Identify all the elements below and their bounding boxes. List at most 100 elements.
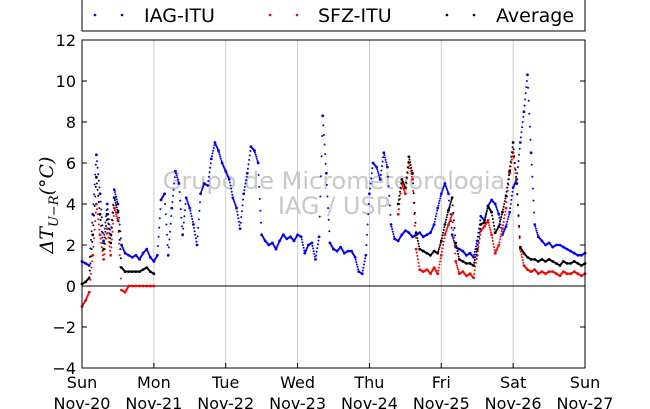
sample-point [445, 185, 448, 188]
sample-point [496, 209, 499, 212]
sample-point [258, 185, 261, 188]
sample-point [512, 148, 515, 151]
data-point [299, 235, 303, 239]
sample-point [105, 237, 107, 240]
x-tick-label-day: Thu [353, 373, 384, 392]
sample-point [103, 242, 106, 245]
sample-point [455, 264, 458, 267]
sample-point [321, 135, 324, 137]
data-point [353, 255, 357, 259]
sample-point [106, 218, 109, 220]
sample-point [324, 162, 327, 165]
data-point [497, 212, 501, 216]
sample-point [385, 163, 388, 166]
sample-point [119, 277, 122, 280]
data-point [95, 153, 98, 157]
sample-point [441, 247, 444, 250]
sample-point [478, 235, 480, 238]
x-tick-label-day: Sat [500, 373, 526, 392]
data-point [364, 253, 368, 257]
sample-point [173, 176, 176, 179]
sample-point [302, 246, 305, 249]
data-point [493, 202, 497, 206]
sample-point [390, 225, 393, 228]
sample-point [507, 216, 510, 218]
sample-point [219, 155, 222, 158]
sample-point [246, 167, 249, 170]
sample-point [166, 244, 169, 246]
sample-point [500, 233, 503, 236]
sample-point [452, 211, 455, 214]
sample-point [362, 266, 365, 269]
sample-point [514, 168, 517, 171]
sample-point [455, 244, 458, 247]
data-point [163, 192, 167, 196]
sample-point [89, 262, 92, 265]
sample-point [532, 199, 535, 202]
sample-point [99, 200, 102, 203]
sample-point [114, 193, 117, 196]
sample-point [110, 238, 113, 241]
sample-point [528, 125, 531, 128]
sample-point [182, 227, 185, 230]
sample-point [91, 221, 94, 224]
sample-point [219, 157, 222, 160]
sample-point [518, 224, 521, 227]
sample-point [96, 188, 99, 191]
sample-point [444, 184, 447, 187]
sample-point [236, 213, 239, 216]
sample-point [527, 99, 530, 102]
sample-point [445, 218, 448, 221]
data-point [504, 225, 508, 228]
sample-point [442, 244, 445, 246]
sample-point [500, 213, 503, 216]
data-point [231, 196, 235, 200]
sample-point [416, 258, 419, 261]
sample-point [198, 209, 201, 212]
sample-point [502, 205, 505, 208]
sample-point [510, 198, 513, 201]
sample-point [417, 242, 420, 245]
sample-point [518, 237, 521, 240]
y-axis-label-unit: (°C) [36, 157, 58, 196]
sample-point [473, 253, 476, 256]
sample-point [229, 184, 232, 187]
sample-point [313, 252, 316, 255]
sample-point [473, 269, 476, 272]
sample-point [184, 209, 186, 212]
sample-point [100, 208, 103, 211]
sample-point [417, 261, 420, 264]
sample-point [479, 227, 482, 230]
sample-point [393, 235, 395, 238]
sample-point [209, 162, 212, 165]
sample-point [103, 236, 106, 239]
data-point [317, 235, 321, 239]
sample-point [110, 246, 113, 249]
sample-point [93, 183, 96, 186]
sample-point [448, 199, 451, 202]
sample-point [487, 221, 490, 224]
sample-point [488, 226, 491, 229]
sample-point [94, 163, 97, 166]
sample-point [445, 187, 448, 190]
sample-point [536, 231, 539, 234]
sample-point [92, 224, 95, 227]
sample-point [157, 245, 159, 247]
sample-point [187, 202, 189, 204]
sample-point [113, 199, 116, 202]
sample-point [438, 263, 441, 266]
sample-point [519, 136, 522, 139]
sample-point [410, 175, 413, 178]
data-point [490, 210, 493, 214]
sample-point [525, 86, 528, 89]
sample-point [108, 232, 111, 235]
sample-point [391, 228, 394, 231]
sample-point [500, 230, 503, 233]
data-point [105, 212, 109, 216]
sample-point [327, 218, 330, 221]
sample-point [369, 182, 372, 185]
sample-point [397, 208, 400, 211]
sample-point [518, 153, 521, 156]
sample-point [446, 211, 449, 214]
sample-point [218, 151, 221, 154]
